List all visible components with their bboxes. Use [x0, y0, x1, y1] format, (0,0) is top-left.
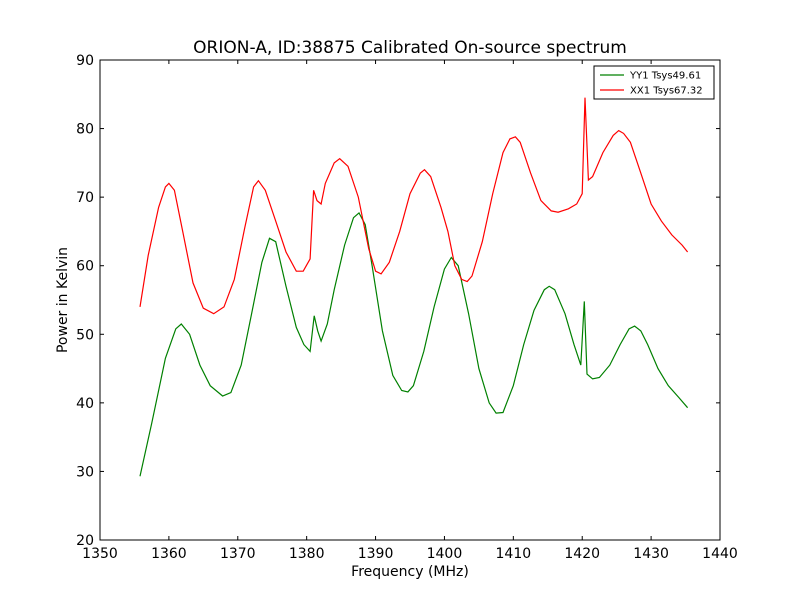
x-axis-label: Frequency (MHz): [351, 564, 469, 580]
chart-title: ORION-A, ID:38875 Calibrated On-source s…: [193, 38, 627, 58]
x-tick-label: 1410: [496, 546, 532, 562]
x-tick-label: 1350: [82, 546, 118, 562]
legend: YY1 Tsys49.61 XX1 Tsys67.32: [593, 65, 715, 100]
y-tick-label: 90: [76, 53, 94, 69]
plot-frame: [99, 59, 721, 541]
x-tick-label: 1380: [289, 546, 325, 562]
legend-label-xx1: XX1 Tsys67.32: [630, 86, 703, 97]
x-tick-label: 1390: [358, 546, 394, 562]
legend-box: [593, 65, 715, 100]
x-tick-label: 1430: [633, 546, 669, 562]
legend-label-yy1: YY1 Tsys49.61: [629, 71, 701, 82]
y-tick-label: 40: [76, 396, 94, 412]
y-tick-label: 50: [76, 327, 94, 343]
plot-area: [99, 59, 721, 541]
y-tick-label: 80: [76, 122, 94, 138]
x-tick-label: 1360: [151, 546, 187, 562]
series-line-1: [139, 97, 689, 315]
y-tick-label: 60: [76, 259, 94, 275]
y-tick-label: 70: [76, 190, 94, 206]
y-axis-label: Power in Kelvin: [55, 247, 71, 353]
y-tick-label: 20: [76, 533, 94, 549]
series-line-0: [139, 211, 689, 477]
y-tick-label: 30: [76, 464, 94, 480]
ticks-layer: 1350 1360 1370 1380 1390 1400 1410 1420 1430 1440…: [76, 53, 738, 562]
x-tick-label: 1420: [564, 546, 600, 562]
x-tick-label: 1400: [427, 546, 463, 562]
x-tick-label: 1370: [220, 546, 256, 562]
series-layer: [139, 97, 689, 477]
x-tick-label: 1440: [702, 546, 738, 562]
